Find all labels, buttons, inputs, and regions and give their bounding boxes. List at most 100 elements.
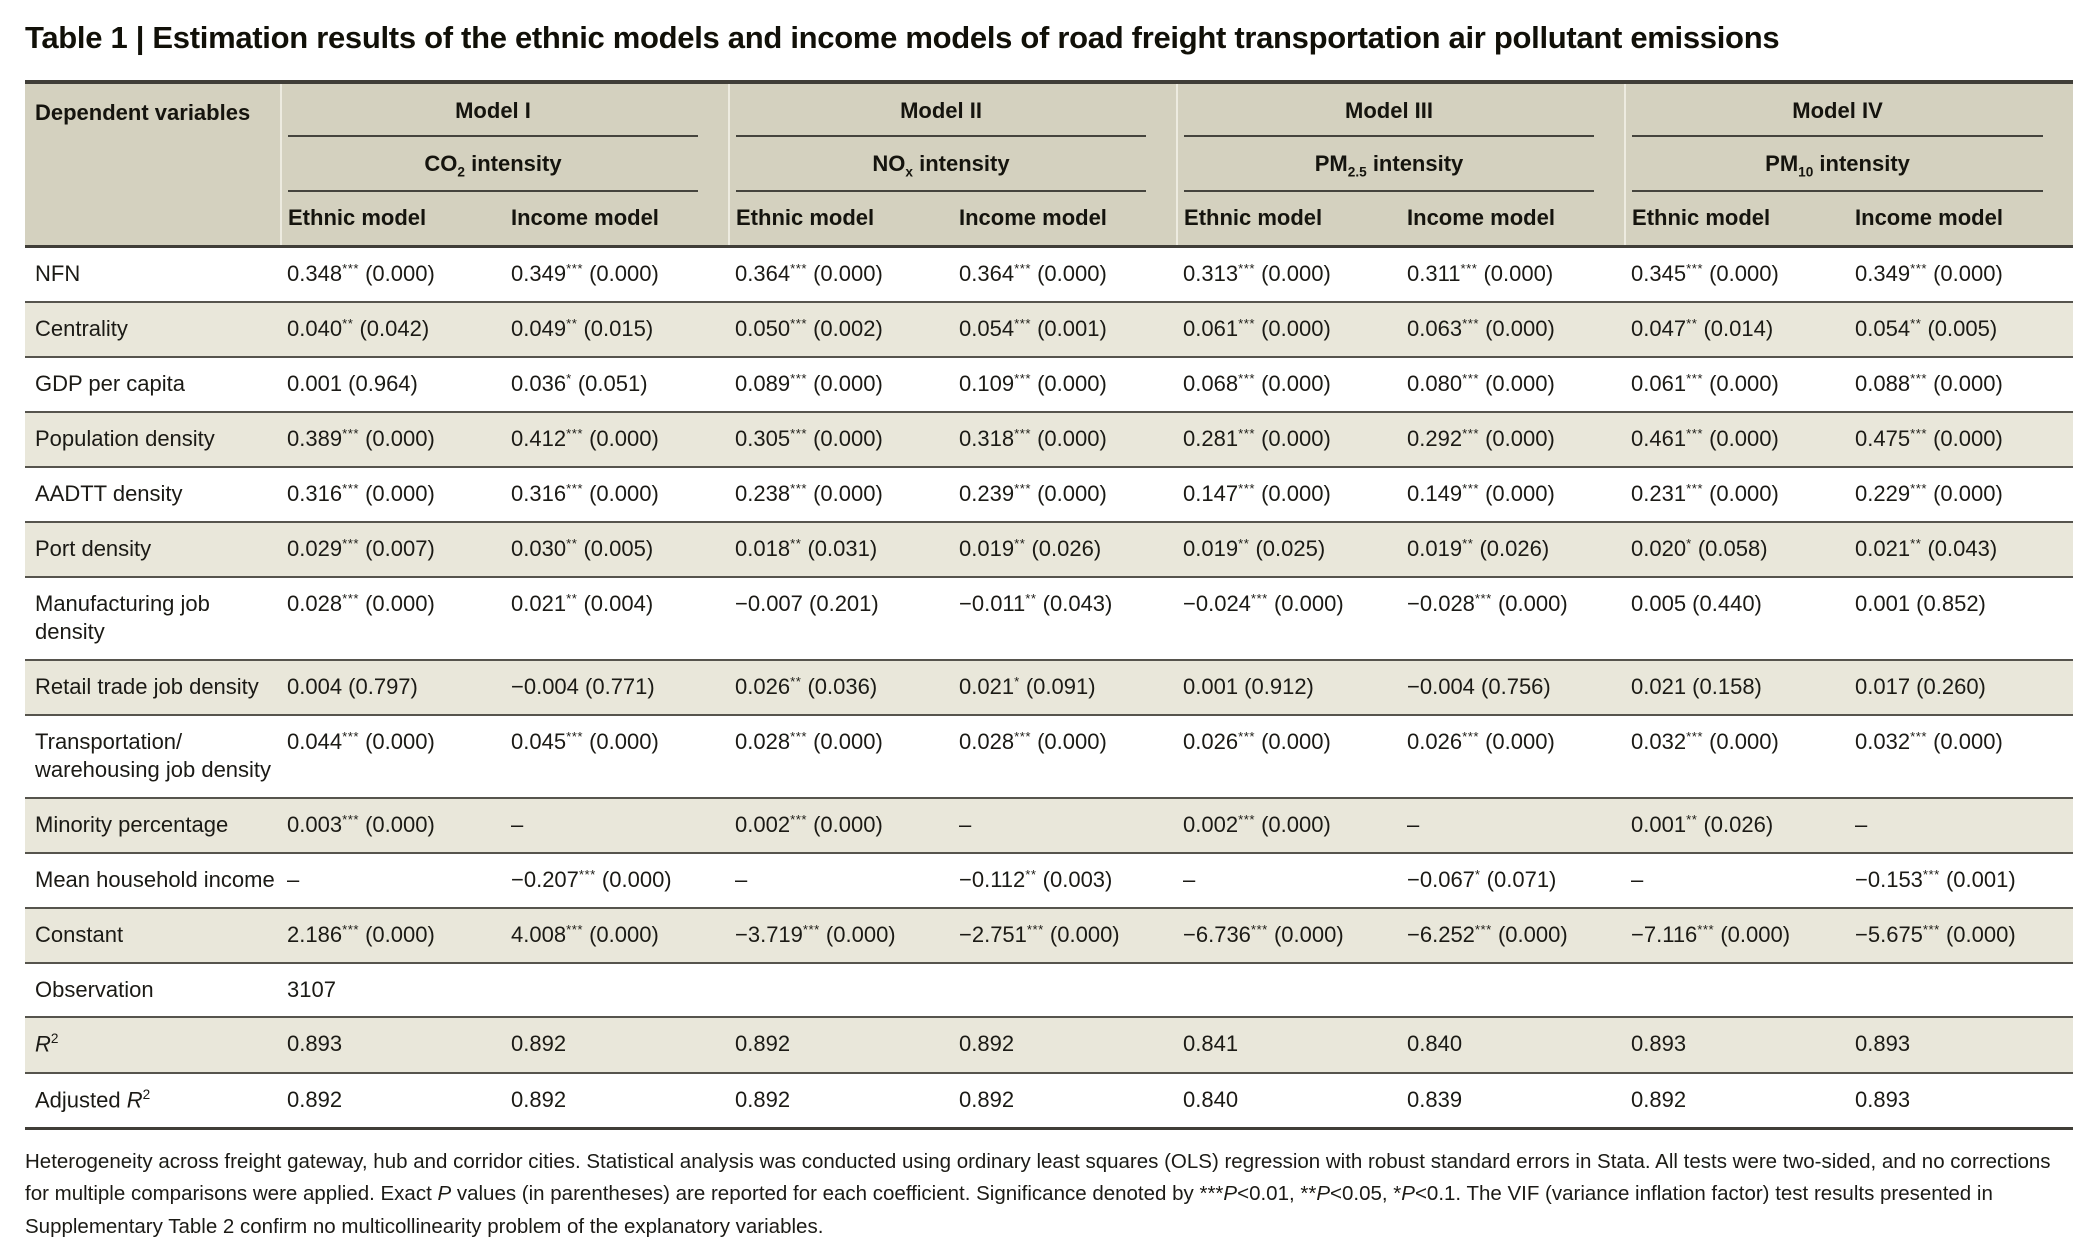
table-row: R2 0.893 0.892 0.892 0.892 0.841 0.840 0.893 0.8… [25, 1017, 2074, 1073]
value-cell: 0.003*** (0.000) [287, 811, 435, 837]
value-cell: 0.044*** (0.000) [287, 728, 435, 754]
row-label: Mean household income [35, 866, 275, 892]
value-cell [1849, 963, 2073, 1018]
value-cell: 0.149*** (0.000) [1407, 481, 1555, 507]
value-cell: 0.028*** (0.000) [959, 728, 1107, 754]
model-group-4: Model IV [1624, 82, 2074, 137]
row-label: Manufacturing job density [35, 591, 210, 644]
value-cell: – [1855, 811, 1868, 837]
value-cell: 0.305*** (0.000) [735, 426, 883, 452]
value-cell: 0.026** (0.036) [735, 673, 878, 699]
value-cell: 0.292*** (0.000) [1407, 426, 1555, 452]
table-row: Observation 3107 [25, 963, 2074, 1018]
row-label: NFN [35, 261, 81, 287]
value-cell: 0.050*** (0.002) [735, 316, 883, 342]
table-row: Centrality 0.040** (0.042) 0.049** (0.015)… [25, 302, 2074, 358]
value-cell: 0.036* (0.051) [511, 371, 648, 397]
row-label: Minority percentage [35, 811, 229, 837]
value-cell: 0.349*** (0.000) [511, 261, 659, 287]
table-body: NFN 0.348*** (0.000) 0.349*** (0.000) 0.364… [25, 246, 2074, 1129]
row-label: Observation [35, 976, 154, 1002]
value-cell: 0.019** (0.026) [959, 536, 1102, 562]
value-cell: 0.840 [1183, 1086, 1239, 1112]
model-group-2: Model II [727, 82, 1178, 137]
value-cell: −0.004 (0.771) [511, 673, 655, 699]
model-group-1: Model I [280, 82, 729, 137]
value-cell: 0.001** (0.026) [1631, 811, 1774, 837]
value-cell: 0.231*** (0.000) [1631, 481, 1779, 507]
value-cell: 0.047** (0.014) [1631, 316, 1774, 342]
model-label: Model IV [1792, 98, 1883, 123]
value-cell: 0.229*** (0.000) [1855, 481, 2003, 507]
row-label: Port density [35, 536, 152, 562]
value-cell: 0.080*** (0.000) [1407, 371, 1555, 397]
value-cell: 0.054*** (0.001) [959, 316, 1107, 342]
subcol-header: Income model [959, 205, 1107, 231]
value-cell: 4.008*** (0.000) [511, 921, 659, 947]
value-cell: 0.054** (0.005) [1855, 316, 1998, 342]
value-cell: 0.348*** (0.000) [287, 261, 435, 287]
value-cell: 0.030** (0.005) [511, 536, 654, 562]
value-cell: – [959, 811, 972, 837]
value-cell: 0.028*** (0.000) [735, 728, 883, 754]
value-cell: 0.017 (0.260) [1855, 673, 1986, 699]
value-cell: 0.316*** (0.000) [287, 481, 435, 507]
value-cell: 0.389*** (0.000) [287, 426, 435, 452]
row-label: Centrality [35, 316, 128, 342]
table-row: Constant 2.186*** (0.000) 4.008*** (0.000)… [25, 907, 2074, 963]
value-cell: – [1631, 866, 1644, 892]
value-cell: 0.893 [1855, 1086, 1911, 1112]
row-label: Constant [35, 921, 124, 947]
table-row: Adjusted R2 0.892 0.892 0.892 0.892 0.840 0.83… [25, 1073, 2074, 1129]
row-label: AADTT density [35, 481, 183, 507]
row-label: R2 [35, 1031, 59, 1057]
value-cell [729, 963, 953, 1018]
table-row: Minority percentage 0.003*** (0.000) – 0.00… [25, 797, 2074, 853]
value-cell: 0.364*** (0.000) [735, 261, 883, 287]
value-cell: 0.892 [959, 1031, 1015, 1057]
value-cell: 3107 [287, 976, 336, 1002]
table-row: Retail trade job density 0.004 (0.797) −0.… [25, 659, 2074, 715]
header-row-models: Dependent variables Model I Model II Mod… [25, 82, 2074, 137]
value-cell: 0.061*** (0.000) [1183, 316, 1331, 342]
value-cell: −7.116*** (0.000) [1631, 921, 1791, 947]
value-cell: 0.021 (0.158) [1631, 673, 1762, 699]
subcol-header: Ethnic model [1624, 192, 1850, 247]
value-cell: 0.349*** (0.000) [1855, 261, 2003, 287]
subcol-header: Income model [1407, 205, 1555, 231]
value-cell [953, 963, 1177, 1018]
value-cell: – [1407, 811, 1420, 837]
value-cell: 0.893 [1631, 1031, 1687, 1057]
value-cell: 0.032*** (0.000) [1631, 728, 1779, 754]
value-cell: 0.040** (0.042) [287, 316, 430, 342]
table-row: NFN 0.348*** (0.000) 0.349*** (0.000) 0.364… [25, 247, 2074, 303]
value-cell: 0.001 (0.912) [1183, 673, 1314, 699]
row-label: Transportation/ warehousing job density [35, 728, 272, 782]
value-cell: −0.024*** (0.000) [1183, 591, 1344, 617]
value-cell: 0.028*** (0.000) [287, 591, 435, 617]
table-title: Table 1 | Estimation results of the ethn… [25, 20, 1780, 55]
value-cell: 0.893 [287, 1031, 343, 1057]
value-cell: 0.475*** (0.000) [1855, 426, 2003, 452]
value-cell: 0.020* (0.058) [1631, 536, 1768, 562]
value-cell: 0.238*** (0.000) [735, 481, 883, 507]
value-cell: −3.719*** (0.000) [735, 921, 896, 947]
value-cell: −0.112** (0.003) [959, 866, 1113, 892]
row-label: Population density [35, 426, 215, 452]
subcol-header: Ethnic model [280, 192, 505, 247]
value-cell: −0.028*** (0.000) [1407, 591, 1568, 617]
model-label: Model I [455, 98, 531, 123]
value-cell: −5.675*** (0.000) [1855, 921, 2016, 947]
value-cell: −0.004 (0.756) [1407, 673, 1551, 699]
table-row: GDP per capita 0.001 (0.964) 0.036* (0.051… [25, 357, 2074, 413]
results-table: Dependent variables Model I Model II Mod… [25, 80, 2074, 1130]
pollutant-co2: CO2 intensity [280, 137, 729, 193]
value-cell: 0.001 (0.852) [1855, 591, 1986, 617]
value-cell: 0.019** (0.026) [1407, 536, 1550, 562]
table-row: Mean household income – −0.207*** (0.000) –… [25, 853, 2074, 908]
row-label: GDP per capita [35, 371, 186, 397]
value-cell: 0.345*** (0.000) [1631, 261, 1779, 287]
value-cell: 0.021* (0.091) [959, 673, 1096, 699]
value-cell: 0.088*** (0.000) [1855, 371, 2003, 397]
